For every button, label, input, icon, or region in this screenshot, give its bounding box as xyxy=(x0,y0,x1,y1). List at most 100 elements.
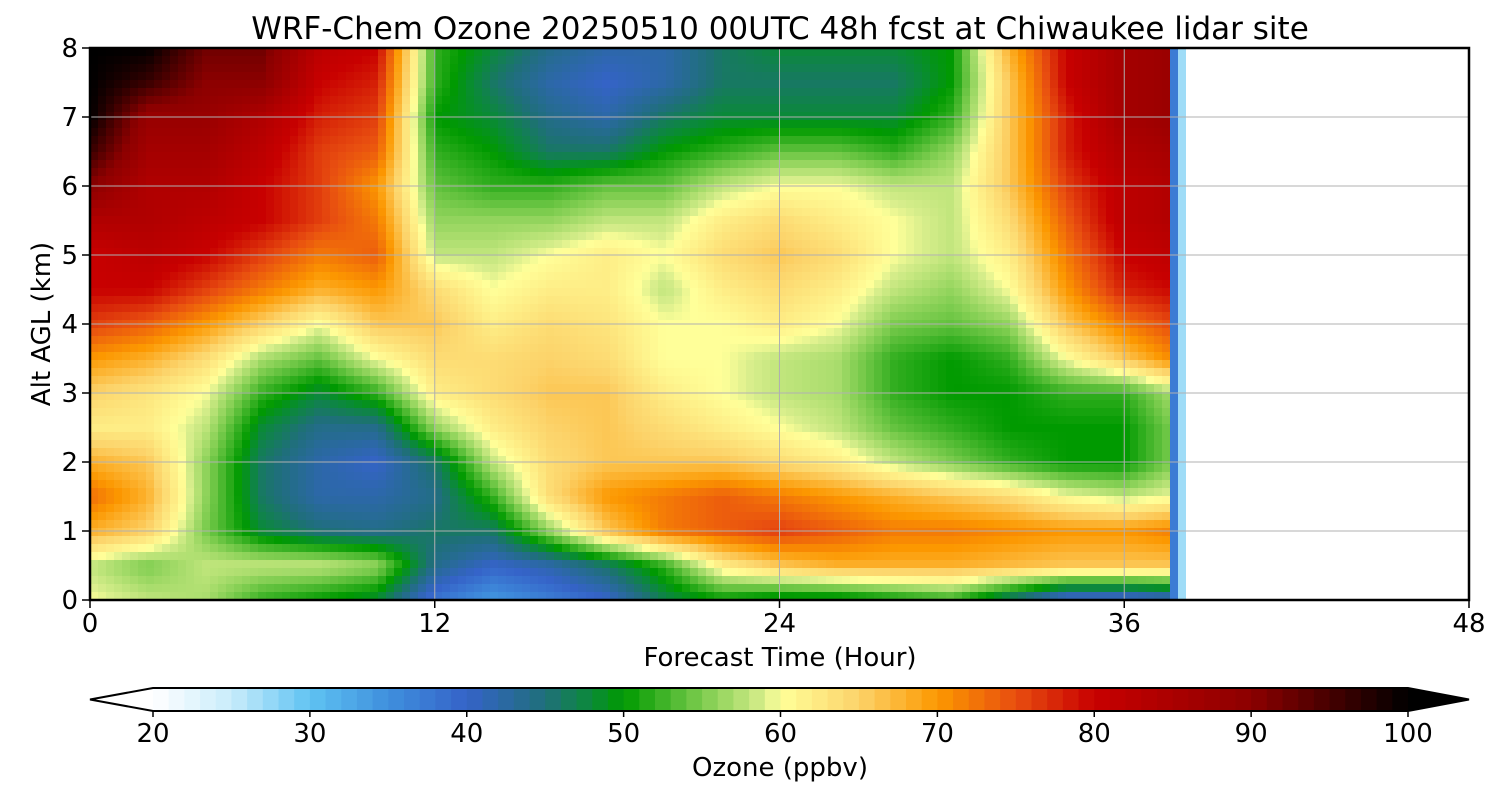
ozone-cell xyxy=(114,496,123,505)
ozone-cell xyxy=(506,184,515,193)
ozone-cell xyxy=(378,176,387,185)
ozone-cell xyxy=(130,408,139,417)
ozone-cell xyxy=(394,160,403,169)
ozone-cell xyxy=(138,440,147,449)
ozone-cell xyxy=(146,288,155,297)
ozone-cell xyxy=(490,400,499,409)
ozone-cell xyxy=(434,152,443,161)
ozone-cell xyxy=(554,472,563,481)
ozone-cell xyxy=(658,560,667,569)
ozone-cell xyxy=(634,528,643,537)
ozone-cell xyxy=(90,456,99,465)
ozone-cell xyxy=(562,448,571,457)
ozone-cell xyxy=(586,136,595,145)
ozone-cell xyxy=(370,80,379,89)
ozone-cell xyxy=(370,312,379,321)
ozone-cell xyxy=(402,136,411,145)
ozone-cell xyxy=(450,184,459,193)
ozone-cell xyxy=(538,456,547,465)
ozone-cell xyxy=(338,560,347,569)
ozone-cell xyxy=(306,328,315,337)
ozone-cell xyxy=(490,328,499,337)
ozone-cell xyxy=(298,576,307,585)
ozone-cell xyxy=(138,64,147,73)
ozone-cell xyxy=(314,48,323,57)
ozone-cell xyxy=(330,160,339,169)
ozone-cell xyxy=(450,392,459,401)
ozone-cell xyxy=(578,184,587,193)
ozone-cell xyxy=(226,424,235,433)
ozone-cell xyxy=(410,240,419,249)
ozone-cell xyxy=(570,208,579,217)
ozone-cell xyxy=(466,296,475,305)
ozone-cell xyxy=(466,384,475,393)
ozone-cell xyxy=(562,456,571,465)
ozone-cell xyxy=(554,560,563,569)
ozone-cell xyxy=(498,544,507,553)
ozone-cell xyxy=(554,216,563,225)
ozone-cell xyxy=(434,48,443,57)
ozone-cell xyxy=(514,576,523,585)
ozone-cell xyxy=(642,72,651,81)
ozone-cell xyxy=(250,440,259,449)
ozone-cell xyxy=(242,256,251,265)
ozone-cell xyxy=(170,200,179,209)
ozone-cell xyxy=(186,160,195,169)
ozone-cell xyxy=(562,408,571,417)
ozone-cell xyxy=(242,160,251,169)
ozone-cell xyxy=(386,536,395,545)
ozone-cell xyxy=(546,304,555,313)
ozone-cell xyxy=(114,424,123,433)
ozone-cell xyxy=(114,368,123,377)
ozone-cell xyxy=(210,408,219,417)
ozone-cell xyxy=(314,248,323,257)
ozone-cell xyxy=(586,464,595,473)
ozone-cell xyxy=(490,48,499,57)
ozone-cell xyxy=(330,384,339,393)
ozone-cell xyxy=(170,240,179,249)
ozone-cell xyxy=(338,360,347,369)
ozone-cell xyxy=(274,528,283,537)
ozone-cell xyxy=(154,352,163,361)
ozone-cell xyxy=(586,216,595,225)
ozone-cell xyxy=(514,496,523,505)
ozone-cell xyxy=(138,352,147,361)
ozone-cell xyxy=(338,224,347,233)
ozone-cell xyxy=(642,496,651,505)
ozone-cell xyxy=(330,592,339,600)
ozone-cell xyxy=(394,440,403,449)
ozone-cell xyxy=(218,216,227,225)
ozone-cell xyxy=(658,392,667,401)
ozone-cell xyxy=(314,368,323,377)
ozone-cell xyxy=(450,536,459,545)
ozone-cell xyxy=(602,64,611,73)
ozone-cell xyxy=(266,88,275,97)
ozone-cell xyxy=(634,328,643,337)
ozone-cell xyxy=(522,432,531,441)
ozone-cell xyxy=(554,576,563,585)
ozone-cell xyxy=(306,216,315,225)
ozone-cell xyxy=(354,552,363,561)
ozone-cell xyxy=(202,216,211,225)
ozone-cell xyxy=(226,72,235,81)
ozone-cell xyxy=(442,464,451,473)
ozone-cell xyxy=(242,488,251,497)
ozone-cell xyxy=(210,472,219,481)
ozone-cell xyxy=(474,416,483,425)
ozone-cell xyxy=(306,536,315,545)
ozone-cell xyxy=(394,304,403,313)
ozone-cell xyxy=(338,152,347,161)
ozone-cell xyxy=(386,528,395,537)
ozone-cell xyxy=(186,128,195,137)
ozone-cell xyxy=(178,144,187,153)
ozone-cell xyxy=(506,328,515,337)
ozone-cell xyxy=(658,56,667,65)
ozone-cell xyxy=(202,424,211,433)
ozone-cell xyxy=(330,376,339,385)
ozone-cell xyxy=(434,504,443,513)
ozone-cell xyxy=(114,224,123,233)
ozone-cell xyxy=(354,176,363,185)
ozone-cell xyxy=(458,352,467,361)
ozone-cell xyxy=(122,72,131,81)
ozone-cell xyxy=(562,168,571,177)
